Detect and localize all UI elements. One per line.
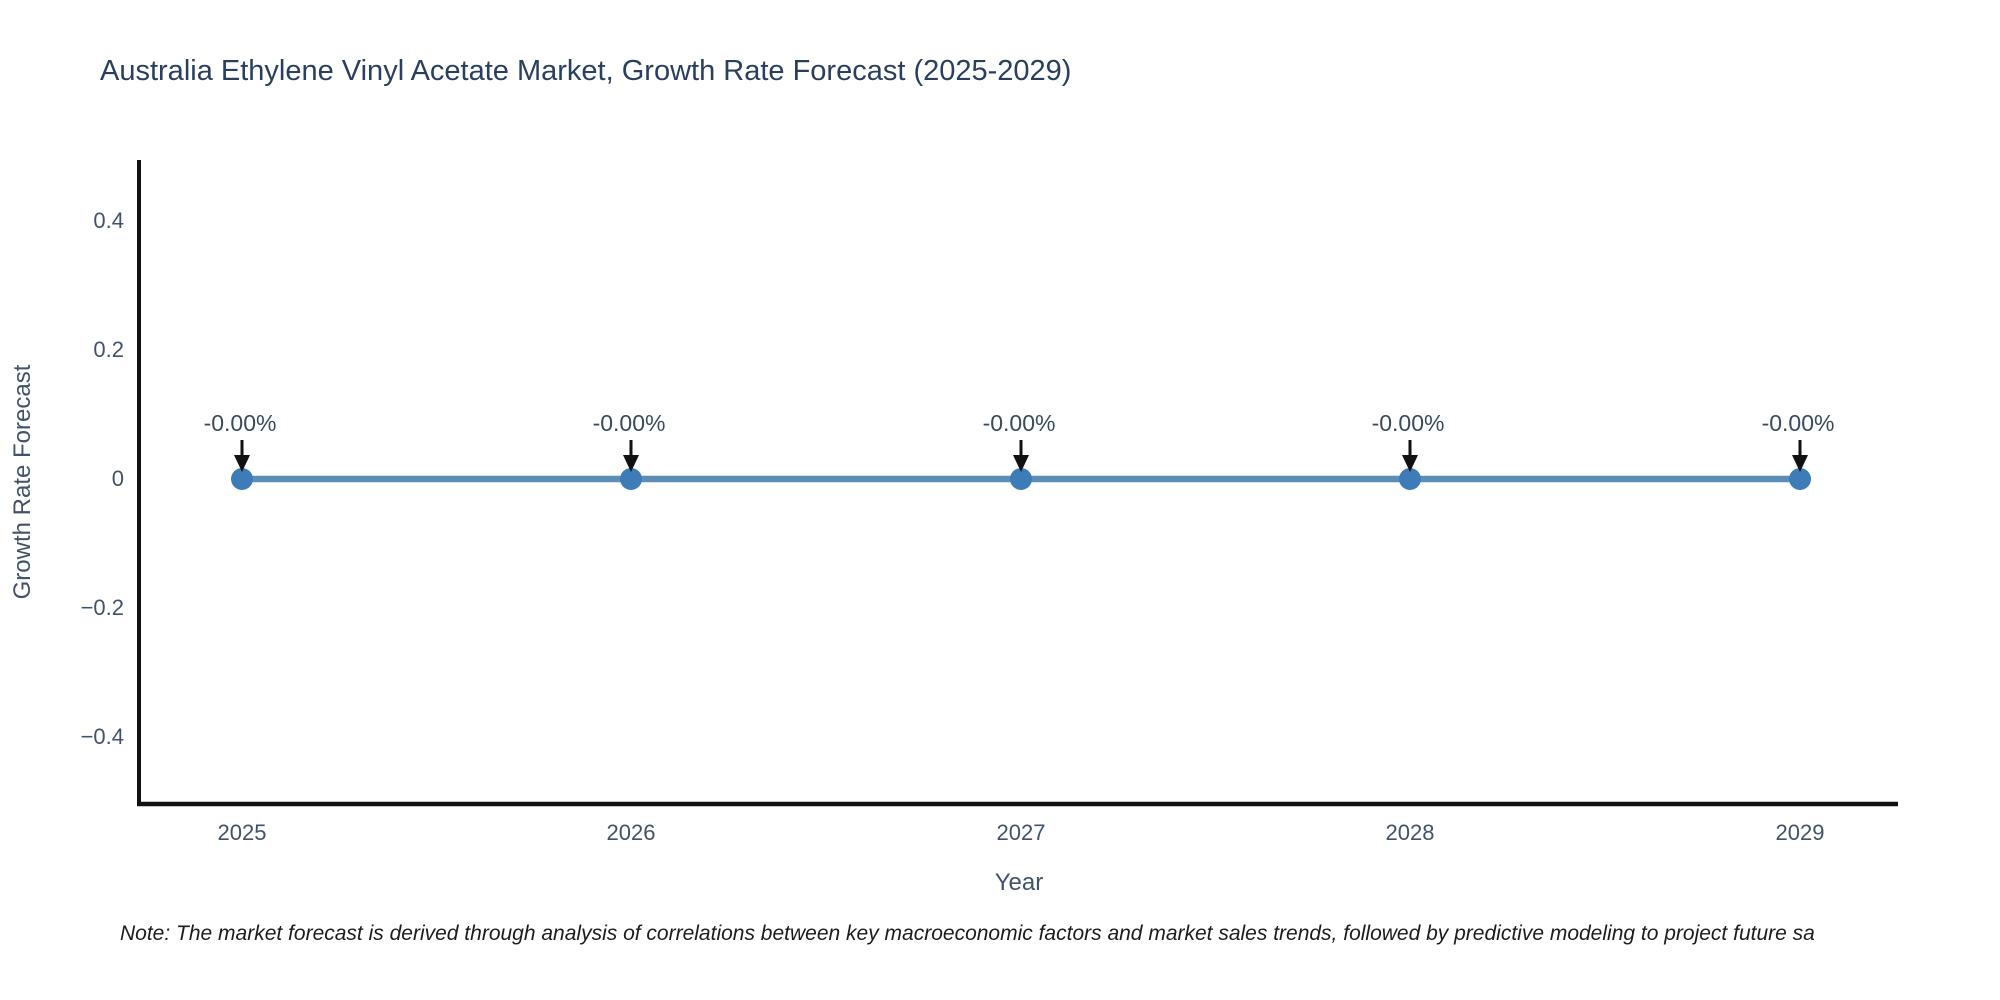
annotation-arrow-icon bbox=[234, 440, 250, 472]
annotation-arrow-icon bbox=[1013, 440, 1029, 472]
chart-footnote: Note: The market forecast is derived thr… bbox=[120, 922, 1815, 945]
data-point-label: -0.00% bbox=[204, 410, 277, 436]
data-point-marker bbox=[1010, 468, 1032, 490]
y-axis-title: Growth Rate Forecast bbox=[9, 364, 36, 599]
data-point-label: -0.00% bbox=[593, 410, 666, 436]
x-tick-label: 2029 bbox=[1776, 820, 1825, 845]
data-point-label: -0.00% bbox=[983, 410, 1056, 436]
x-tick-label: 2027 bbox=[997, 820, 1046, 845]
x-tick-label: 2025 bbox=[218, 820, 267, 845]
data-point-label: -0.00% bbox=[1372, 410, 1445, 436]
data-point-label: -0.00% bbox=[1762, 410, 1835, 436]
annotation-arrow-icon bbox=[1402, 440, 1418, 472]
y-tick-label: −0.2 bbox=[81, 595, 124, 620]
data-point-marker bbox=[1789, 468, 1811, 490]
data-point-marker bbox=[231, 468, 253, 490]
x-axis-title: Year bbox=[995, 869, 1044, 896]
annotation-arrow-icon bbox=[623, 440, 639, 472]
x-tick-label: 2028 bbox=[1386, 820, 1435, 845]
data-point-marker bbox=[1399, 468, 1421, 490]
x-tick-label: 2026 bbox=[607, 820, 656, 845]
y-tick-label: 0 bbox=[112, 466, 124, 491]
annotation-arrow-icon bbox=[1792, 440, 1808, 472]
y-tick-label: −0.4 bbox=[81, 724, 124, 749]
data-point-marker bbox=[620, 468, 642, 490]
y-tick-label: 0.2 bbox=[93, 337, 124, 362]
chart-title: Australia Ethylene Vinyl Acetate Market,… bbox=[100, 55, 1071, 87]
y-tick-label: 0.4 bbox=[93, 208, 124, 233]
